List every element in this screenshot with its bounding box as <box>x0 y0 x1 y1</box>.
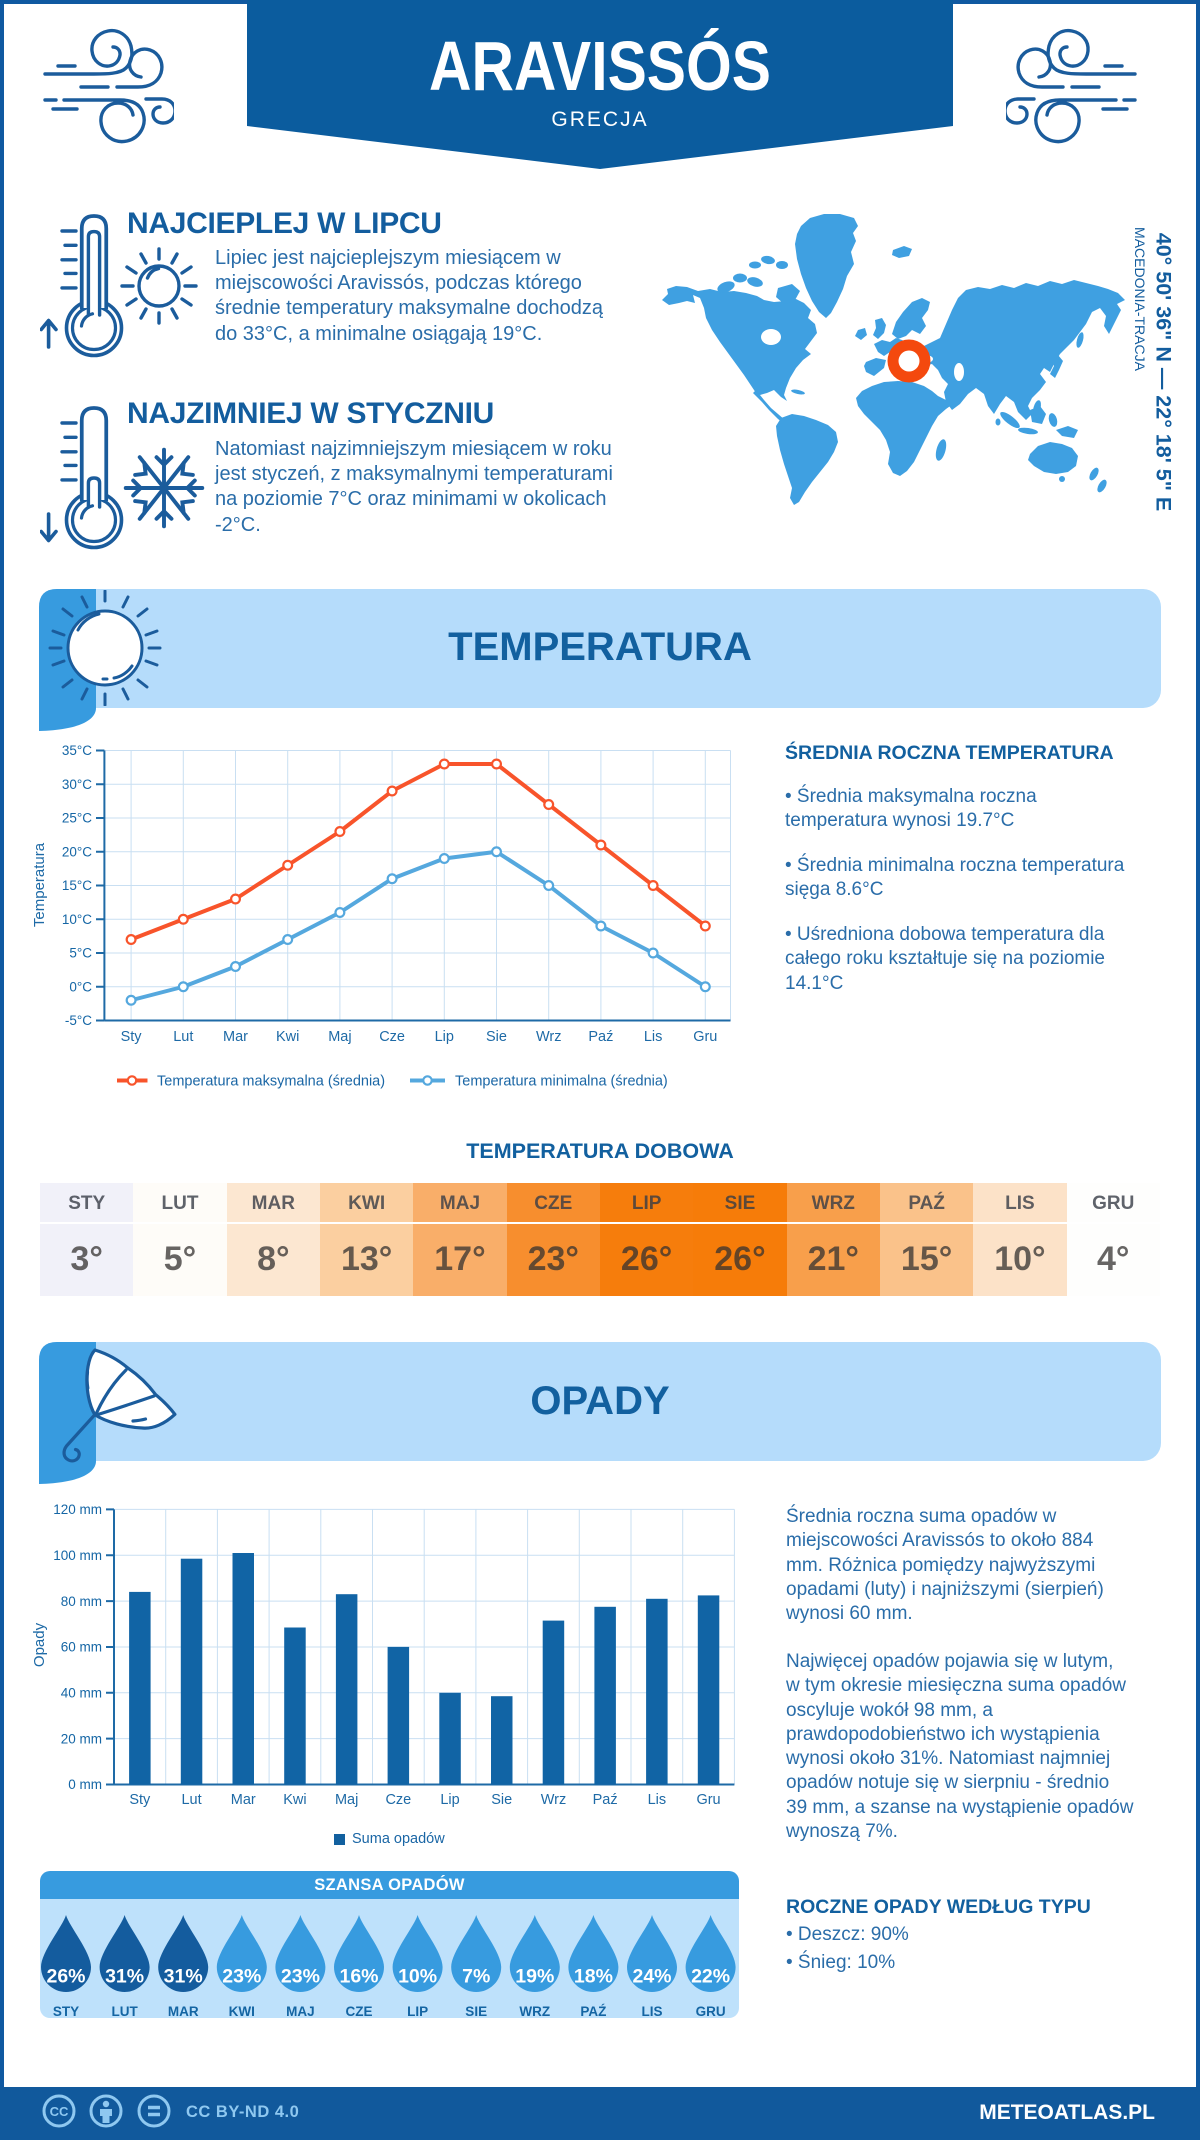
svg-text:Maj: Maj <box>335 1792 358 1808</box>
svg-text:30°C: 30°C <box>62 777 92 792</box>
svg-text:10%: 10% <box>398 1966 437 1988</box>
svg-text:CC: CC <box>50 2104 69 2119</box>
svg-text:Sie: Sie <box>491 1792 512 1808</box>
svg-text:20°C: 20°C <box>62 844 92 859</box>
svg-text:GRU: GRU <box>696 2004 726 2019</box>
svg-text:Gru: Gru <box>693 1029 717 1045</box>
svg-text:Paź: Paź <box>593 1792 618 1808</box>
svg-text:Wrz: Wrz <box>536 1029 562 1045</box>
svg-text:120 mm: 120 mm <box>53 1502 102 1517</box>
svg-text:23%: 23% <box>281 1966 320 1988</box>
svg-text:Mar: Mar <box>223 1029 248 1045</box>
svg-text:Mar: Mar <box>231 1792 256 1808</box>
svg-text:Lut: Lut <box>181 1792 201 1808</box>
svg-text:Opady: Opady <box>31 1622 48 1667</box>
svg-text:0°C: 0°C <box>69 979 92 994</box>
svg-text:20 mm: 20 mm <box>61 1731 102 1746</box>
svg-text:Temperatura maksymalna (średni: Temperatura maksymalna (średnia) <box>157 1074 385 1090</box>
svg-text:Lis: Lis <box>648 1792 667 1808</box>
svg-text:Sty: Sty <box>121 1029 143 1045</box>
svg-text:-5°C: -5°C <box>65 1013 92 1028</box>
svg-text:STY: STY <box>53 2004 79 2019</box>
svg-text:16%: 16% <box>339 1966 378 1988</box>
svg-text:MAR: MAR <box>168 2004 199 2019</box>
svg-text:Lip: Lip <box>435 1029 454 1045</box>
svg-text:PAŹ: PAŹ <box>580 2004 606 2019</box>
svg-text:60 mm: 60 mm <box>61 1640 102 1655</box>
svg-text:Temperatura minimalna (średnia: Temperatura minimalna (średnia) <box>455 1074 668 1090</box>
svg-text:Paź: Paź <box>588 1029 613 1045</box>
svg-text:22%: 22% <box>691 1966 730 1988</box>
svg-text:31%: 31% <box>164 1966 203 1988</box>
svg-text:10°C: 10°C <box>62 912 92 927</box>
svg-text:7%: 7% <box>462 1966 490 1988</box>
svg-text:18%: 18% <box>574 1966 613 1988</box>
svg-text:WRZ: WRZ <box>519 2004 550 2019</box>
svg-text:19%: 19% <box>515 1966 554 1988</box>
svg-text:Sie: Sie <box>486 1029 507 1045</box>
svg-text:MAJ: MAJ <box>286 2004 315 2019</box>
svg-text:Kwi: Kwi <box>283 1792 306 1808</box>
svg-text:Lut: Lut <box>173 1029 193 1045</box>
svg-text:23%: 23% <box>222 1966 261 1988</box>
svg-text:CZE: CZE <box>346 2004 373 2019</box>
svg-text:Temperatura: Temperatura <box>31 842 48 927</box>
svg-text:40 mm: 40 mm <box>61 1686 102 1701</box>
svg-text:24%: 24% <box>632 1966 671 1988</box>
svg-text:Sty: Sty <box>129 1792 151 1808</box>
svg-text:Wrz: Wrz <box>541 1792 567 1808</box>
svg-text:5°C: 5°C <box>69 946 92 961</box>
svg-text:Gru: Gru <box>696 1792 720 1808</box>
svg-text:80 mm: 80 mm <box>61 1594 102 1609</box>
svg-text:Cze: Cze <box>379 1029 405 1045</box>
svg-text:25°C: 25°C <box>62 811 92 826</box>
svg-text:Lis: Lis <box>644 1029 663 1045</box>
svg-text:Kwi: Kwi <box>276 1029 299 1045</box>
svg-text:LIP: LIP <box>407 2004 428 2019</box>
svg-text:35°C: 35°C <box>62 743 92 758</box>
svg-text:SIE: SIE <box>465 2004 487 2019</box>
svg-text:100 mm: 100 mm <box>53 1548 102 1563</box>
svg-text:26%: 26% <box>46 1966 85 1988</box>
svg-text:0 mm: 0 mm <box>68 1777 102 1792</box>
svg-text:Cze: Cze <box>385 1792 411 1808</box>
svg-text:LIS: LIS <box>641 2004 662 2019</box>
svg-text:Maj: Maj <box>328 1029 351 1045</box>
svg-text:15°C: 15°C <box>62 878 92 893</box>
svg-text:31%: 31% <box>105 1966 144 1988</box>
svg-text:LUT: LUT <box>111 2004 138 2019</box>
svg-text:Lip: Lip <box>440 1792 459 1808</box>
svg-text:KWI: KWI <box>229 2004 255 2019</box>
